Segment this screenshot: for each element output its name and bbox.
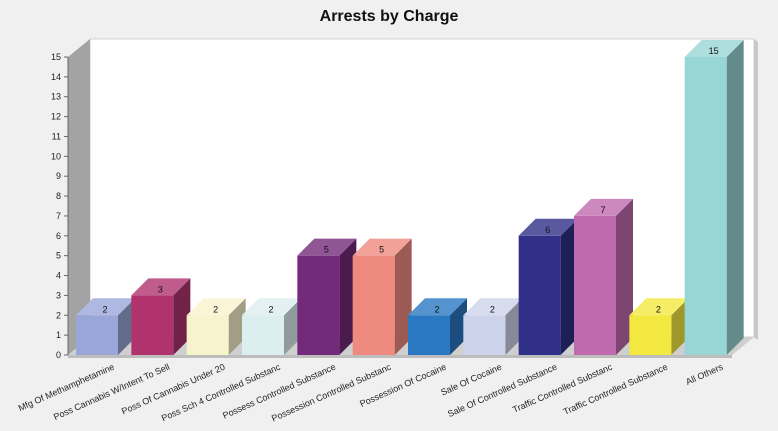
bar-side bbox=[118, 298, 135, 355]
bar-top bbox=[242, 298, 301, 316]
y-tick-label: 4 bbox=[56, 271, 61, 281]
bar-side bbox=[450, 298, 467, 355]
bar bbox=[352, 255, 395, 355]
y-tick-label: 3 bbox=[56, 290, 61, 300]
y-tick-label: 0 bbox=[56, 350, 61, 360]
bar-top bbox=[408, 298, 467, 316]
data-label: 3 bbox=[158, 284, 163, 294]
bar bbox=[684, 57, 727, 355]
data-label: 5 bbox=[379, 245, 384, 255]
bar-side bbox=[560, 218, 578, 355]
bar bbox=[297, 255, 340, 355]
data-label: 15 bbox=[709, 46, 719, 56]
bar bbox=[76, 315, 118, 355]
y-tick-label: 14 bbox=[51, 72, 61, 82]
data-label: 5 bbox=[324, 245, 329, 255]
y-tick-label: 1 bbox=[56, 330, 61, 340]
bar-top bbox=[186, 298, 246, 316]
y-tick-label: 15 bbox=[51, 52, 61, 62]
data-label: 7 bbox=[600, 205, 605, 215]
bar bbox=[408, 315, 450, 355]
bar-side bbox=[726, 40, 744, 355]
bar bbox=[131, 295, 174, 355]
y-tick-label: 8 bbox=[56, 191, 61, 201]
category-label: Traffic Controlled Substance bbox=[562, 362, 669, 417]
y-tick-label: 10 bbox=[51, 151, 61, 161]
y-tick-label: 11 bbox=[52, 131, 61, 141]
y-tick-label: 9 bbox=[56, 171, 61, 181]
bar bbox=[518, 235, 561, 355]
bar-side bbox=[616, 198, 633, 355]
bar bbox=[463, 315, 506, 355]
bar-top bbox=[131, 278, 191, 296]
bar-top bbox=[629, 298, 689, 316]
floor-edge bbox=[68, 355, 732, 358]
bar-side bbox=[173, 278, 191, 355]
bar-top bbox=[574, 198, 633, 216]
left-wall bbox=[68, 39, 90, 355]
data-label: 2 bbox=[490, 304, 495, 314]
bar-side bbox=[339, 238, 357, 355]
bar-top bbox=[684, 40, 744, 57]
bar-top bbox=[297, 238, 357, 256]
category-label: Mfg Of Methamphetamine bbox=[17, 362, 116, 413]
bar-top bbox=[352, 238, 412, 256]
y-tick-label: 13 bbox=[51, 92, 61, 102]
bar-side bbox=[394, 238, 412, 355]
data-label: 2 bbox=[434, 304, 439, 314]
y-tick-label: 2 bbox=[56, 310, 61, 320]
bar bbox=[242, 315, 284, 355]
bar bbox=[186, 315, 229, 355]
category-label: All Others bbox=[684, 361, 725, 386]
data-label: 6 bbox=[545, 225, 550, 235]
bar-side bbox=[505, 298, 523, 355]
y-tick-label: 5 bbox=[56, 251, 61, 261]
y-tick-label: 6 bbox=[56, 231, 61, 241]
bar bbox=[629, 315, 672, 355]
bar-top bbox=[76, 298, 135, 316]
bar-side bbox=[671, 298, 689, 355]
bar-side bbox=[228, 298, 246, 355]
y-tick-label: 7 bbox=[56, 211, 61, 221]
bar-top bbox=[518, 218, 578, 236]
right-wall-edge bbox=[754, 39, 758, 340]
bar-side bbox=[284, 298, 301, 355]
chart-title: Arrests by Charge bbox=[319, 8, 459, 25]
bar-top bbox=[463, 298, 523, 316]
data-label: 2 bbox=[213, 304, 218, 314]
data-label: 2 bbox=[656, 304, 661, 314]
data-label: 2 bbox=[102, 304, 107, 314]
bar bbox=[574, 215, 616, 355]
y-tick-label: 12 bbox=[51, 112, 61, 122]
data-label: 2 bbox=[268, 304, 273, 314]
